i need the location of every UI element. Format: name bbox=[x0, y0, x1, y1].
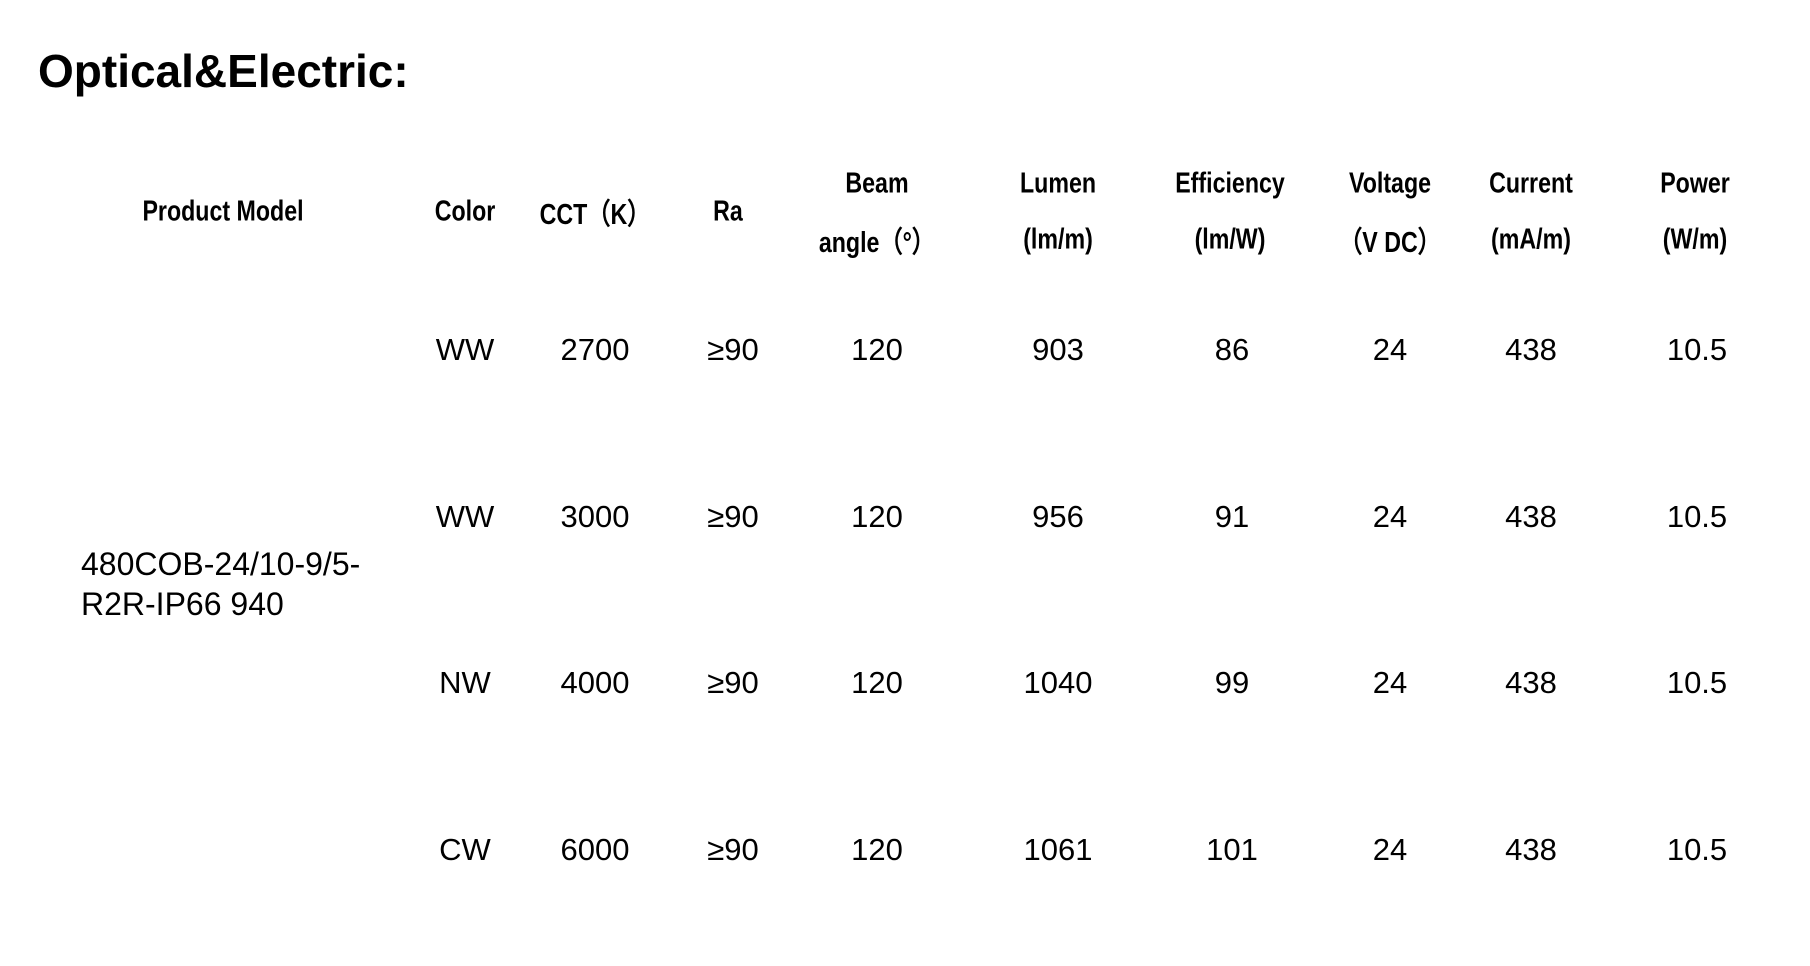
table-cell: 120 bbox=[851, 332, 903, 367]
table-cell: 6000 bbox=[560, 832, 630, 867]
table-cell: 120 bbox=[851, 499, 903, 534]
column-header-line2: (mA/m) bbox=[1491, 223, 1571, 256]
table-cell: 120 bbox=[851, 665, 903, 700]
table-cell: 3000 bbox=[560, 499, 630, 534]
table-cell: 86 bbox=[1214, 332, 1250, 367]
table-cell: 10.5 bbox=[1666, 665, 1728, 700]
table-cell: ≥90 bbox=[707, 499, 759, 534]
table-cell: 4000 bbox=[560, 665, 630, 700]
table-cell: 91 bbox=[1214, 499, 1250, 534]
table-cell: 24 bbox=[1372, 332, 1408, 367]
column-header-line1: Color bbox=[434, 195, 496, 228]
column-header-line1: Current bbox=[1489, 167, 1573, 200]
table-cell: ≥90 bbox=[707, 332, 759, 367]
table-cell: 120 bbox=[851, 832, 903, 867]
product-model: 480COB-24/10-9/5- R2R-IP66 940 bbox=[81, 544, 421, 624]
table-cell: 438 bbox=[1505, 832, 1557, 867]
table-cell: 10.5 bbox=[1666, 499, 1728, 534]
column-header-line1: Beam bbox=[845, 167, 909, 200]
column-header-line1: Lumen bbox=[1019, 167, 1097, 200]
table-cell: 24 bbox=[1372, 665, 1408, 700]
column-header-line1: Voltage bbox=[1348, 167, 1432, 200]
page-title: Optical&Electric: bbox=[38, 45, 409, 97]
table-cell: NW bbox=[439, 665, 491, 700]
product-model-line2: R2R-IP66 940 bbox=[81, 586, 284, 622]
table-cell: 24 bbox=[1372, 832, 1408, 867]
table-cell: 903 bbox=[1032, 332, 1084, 367]
column-header-line1: CCT（K） bbox=[539, 199, 651, 231]
table-cell: 10.5 bbox=[1666, 832, 1728, 867]
column-header-line1: Power bbox=[1660, 167, 1730, 200]
column-header-line2: （V DC） bbox=[1339, 227, 1441, 259]
table-cell: 1061 bbox=[1023, 832, 1093, 867]
column-header-line1: Product Model bbox=[142, 195, 304, 228]
table-cell: 24 bbox=[1372, 499, 1408, 534]
table-cell: CW bbox=[439, 832, 491, 867]
table-cell: 438 bbox=[1505, 332, 1557, 367]
table-cell: 99 bbox=[1214, 665, 1250, 700]
column-header-line2: (W/m) bbox=[1662, 223, 1728, 256]
table-cell: 2700 bbox=[560, 332, 630, 367]
product-model-line1: 480COB-24/10-9/5- bbox=[81, 546, 361, 582]
column-header-line2: (lm/m) bbox=[1023, 223, 1093, 256]
table-cell: 10.5 bbox=[1666, 332, 1728, 367]
table-cell: 101 bbox=[1206, 832, 1258, 867]
table-cell: WW bbox=[435, 332, 495, 367]
table-cell: ≥90 bbox=[707, 832, 759, 867]
table-cell: WW bbox=[435, 499, 495, 534]
table-cell: 438 bbox=[1505, 665, 1557, 700]
table-cell: 438 bbox=[1505, 499, 1557, 534]
table-cell: 956 bbox=[1032, 499, 1084, 534]
column-header-line2: (lm/W) bbox=[1194, 223, 1266, 256]
column-header-line1: Ra bbox=[713, 195, 743, 228]
table-cell: 1040 bbox=[1023, 665, 1093, 700]
column-header-line1: Efficiency bbox=[1175, 167, 1285, 200]
column-header-line2: angle（°） bbox=[818, 227, 936, 259]
table-cell: ≥90 bbox=[707, 665, 759, 700]
